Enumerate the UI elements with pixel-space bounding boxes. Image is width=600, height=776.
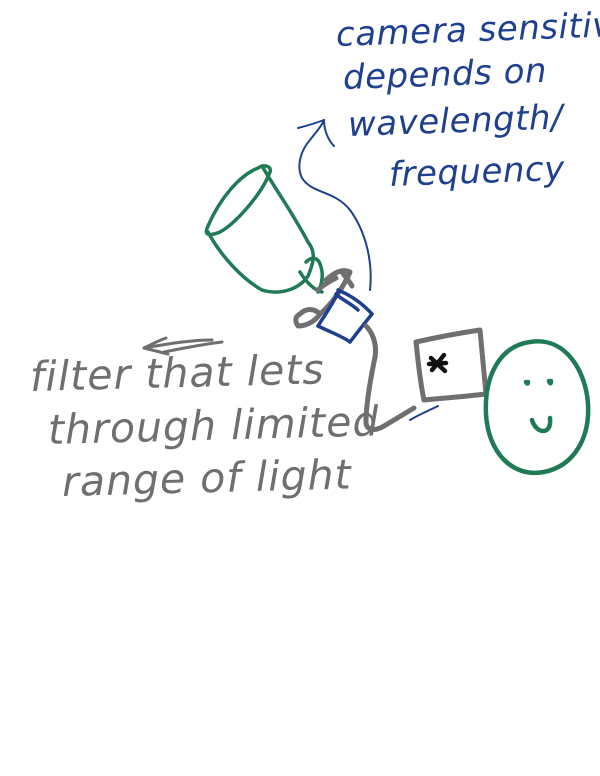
camera-sketch-icon (204, 164, 324, 294)
filter-note-line-1: filter that lets (29, 345, 326, 401)
filter-sketch-icon (316, 288, 374, 344)
star-mark-icon (426, 352, 449, 374)
camera-note-line-4: frequency (388, 148, 566, 195)
screen-sketch-icon (413, 327, 489, 403)
camera-note-line-2: depends on (342, 50, 548, 98)
smiley-face-icon (483, 339, 591, 476)
camera-note-line-3: wavelength/ (347, 97, 564, 145)
filter-note-line-2: through limited (47, 397, 380, 454)
camera-note-line-1: camera sensitivity (335, 3, 600, 55)
screen-pointer (409, 405, 439, 421)
camera-note-pointer (297, 119, 372, 291)
connection-wire (363, 323, 417, 432)
filter-note-line-3: range of light (61, 450, 353, 506)
arrow-icon (142, 336, 224, 356)
